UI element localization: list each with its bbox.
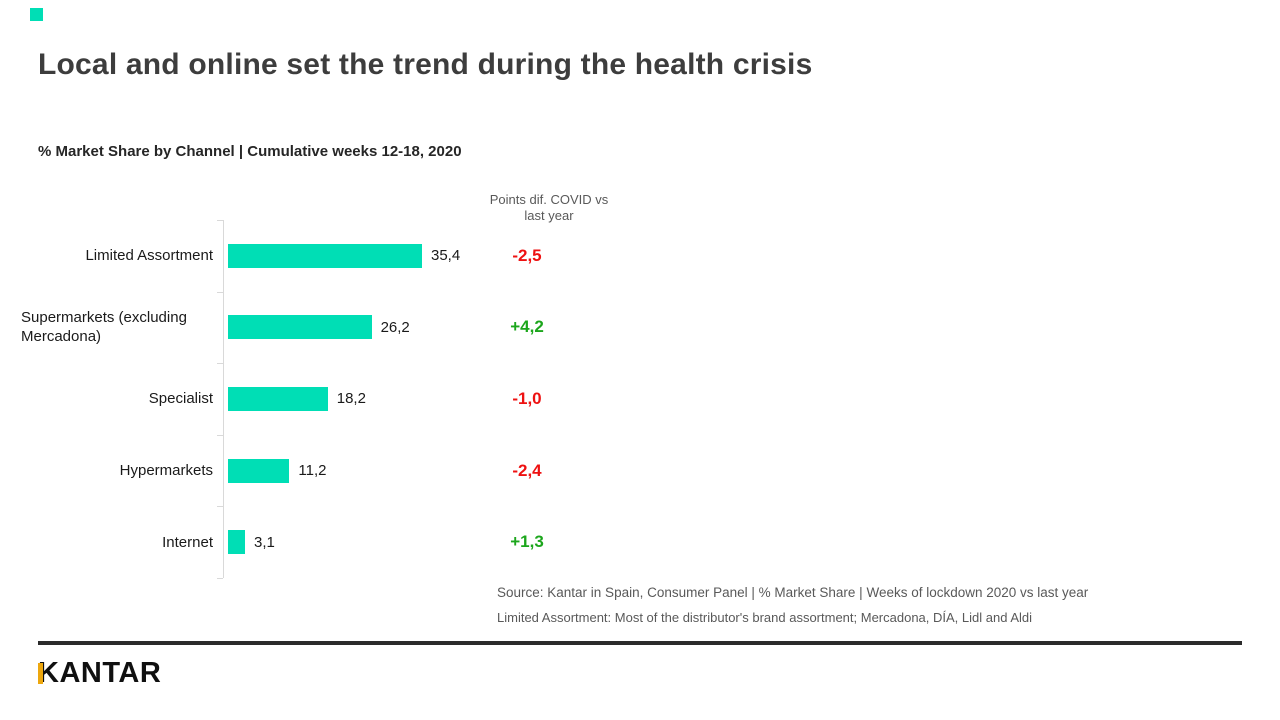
bar (228, 243, 422, 268)
bar-value-label: 3,1 (253, 533, 275, 551)
source-line1: Source: Kantar in Spain, Consumer Panel … (497, 585, 1089, 600)
diff-value-label: +4,2 (510, 317, 544, 337)
axis-tick (217, 434, 223, 436)
category-label: Internet (0, 506, 213, 578)
diff-value-label: -2,4 (512, 460, 542, 480)
category-label: Specialist (0, 363, 213, 435)
axis-tick (217, 578, 223, 579)
bar-value-label: 11,2 (298, 462, 327, 480)
bar-row: Internet 3,1 +1,3 (0, 506, 1280, 578)
kantar-logo-gold-bar (38, 663, 43, 684)
category-label-text: Specialist (148, 390, 213, 408)
bar-row: Limited Assortment 35,4 -2,5 (0, 220, 1280, 292)
category-axis-line (223, 220, 224, 578)
category-label-text: Internet (162, 533, 213, 551)
category-label-text: Hypermarkets (119, 462, 213, 480)
category-label: Limited Assortment (0, 220, 213, 292)
chart-subtitle: % Market Share by Channel | Cumulative w… (38, 143, 462, 160)
diff-value-label: +1,3 (510, 532, 544, 552)
category-label: Hypermarkets (0, 435, 213, 507)
bar-value-label: 26,2 (380, 318, 410, 336)
bar-row: Specialist 18,2 -1,0 (0, 363, 1280, 435)
bar (228, 530, 245, 555)
bar (228, 315, 372, 340)
axis-tick (217, 291, 223, 293)
category-label: Supermarkets (excluding Mercadona) (0, 292, 213, 364)
category-label-text: Limited Assortment (85, 247, 213, 265)
bar (228, 386, 328, 411)
diff-column-header: Points dif. COVID vs last year (449, 192, 649, 224)
diff-value-label: -1,0 (512, 388, 542, 408)
footer-divider (38, 641, 1242, 645)
bar-row: Supermarkets (excluding Mercadona) 26,2 +4… (0, 292, 1280, 364)
bar-value-label: 35,4 (431, 247, 461, 265)
bar (228, 458, 290, 483)
bar-value-label: 18,2 (336, 390, 366, 408)
brand-accent-square (30, 8, 43, 21)
source-note: Source: Kantar in Spain, Consumer Panel … (497, 585, 1197, 625)
axis-tick (217, 506, 223, 508)
axis-tick (217, 220, 223, 221)
diff-value-label: -2,5 (512, 245, 542, 265)
source-line2: Limited Assortment: Most of the distribu… (497, 610, 1033, 625)
category-label-text: Supermarkets (excluding Mercadona) (21, 309, 187, 346)
bar-row: Hypermarkets 11,2 -2,4 (0, 435, 1280, 507)
diff-column-header-line1: Points dif. COVID vs (489, 192, 609, 207)
kantar-logo: KANTAR (38, 657, 161, 690)
page-title: Local and online set the trend during th… (38, 48, 813, 81)
diff-column-header-line2: last year (524, 208, 574, 223)
kantar-logo-text: KANTAR (38, 657, 162, 689)
axis-tick (217, 363, 223, 365)
